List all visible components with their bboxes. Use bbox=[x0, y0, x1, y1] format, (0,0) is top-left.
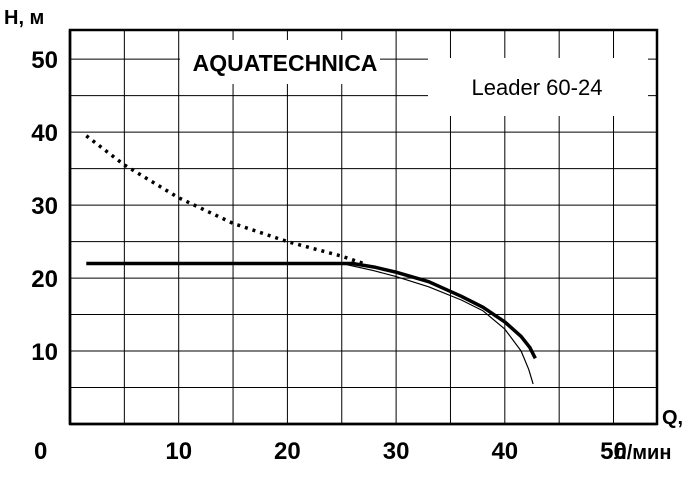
x-tick-label: 10 bbox=[165, 438, 192, 465]
x-tick-label: 30 bbox=[383, 438, 410, 465]
series-group bbox=[85, 134, 537, 385]
y-tick-label: 20 bbox=[31, 266, 58, 293]
series-line-bold bbox=[86, 261, 537, 360]
title-box bbox=[180, 40, 380, 84]
x-axis-label-bottom: л/мин bbox=[614, 442, 671, 464]
y-tick-label: 40 bbox=[31, 120, 58, 147]
x-tick-label: 40 bbox=[491, 438, 518, 465]
plot-frame bbox=[68, 28, 659, 426]
y-axis-label: H, м bbox=[4, 7, 44, 29]
chart-title: AQUATECHNICA bbox=[193, 50, 378, 76]
tick-labels: 10 20 30 40 50 10 20 30 40 50 bbox=[31, 47, 627, 465]
model-box bbox=[428, 58, 648, 116]
y-tick-label: 30 bbox=[31, 193, 58, 220]
origin-label: 0 bbox=[34, 438, 47, 465]
y-tick-label: 50 bbox=[31, 47, 58, 74]
y-tick-label: 10 bbox=[31, 339, 58, 366]
series-line-dotted bbox=[85, 134, 365, 266]
x-tick-label: 20 bbox=[274, 438, 301, 465]
series-line-thin bbox=[341, 262, 534, 385]
x-tick-label: 50 bbox=[600, 438, 627, 465]
chart-subtitle: Leader 60-24 bbox=[472, 75, 603, 100]
x-axis-label-top: Q, bbox=[662, 407, 683, 429]
